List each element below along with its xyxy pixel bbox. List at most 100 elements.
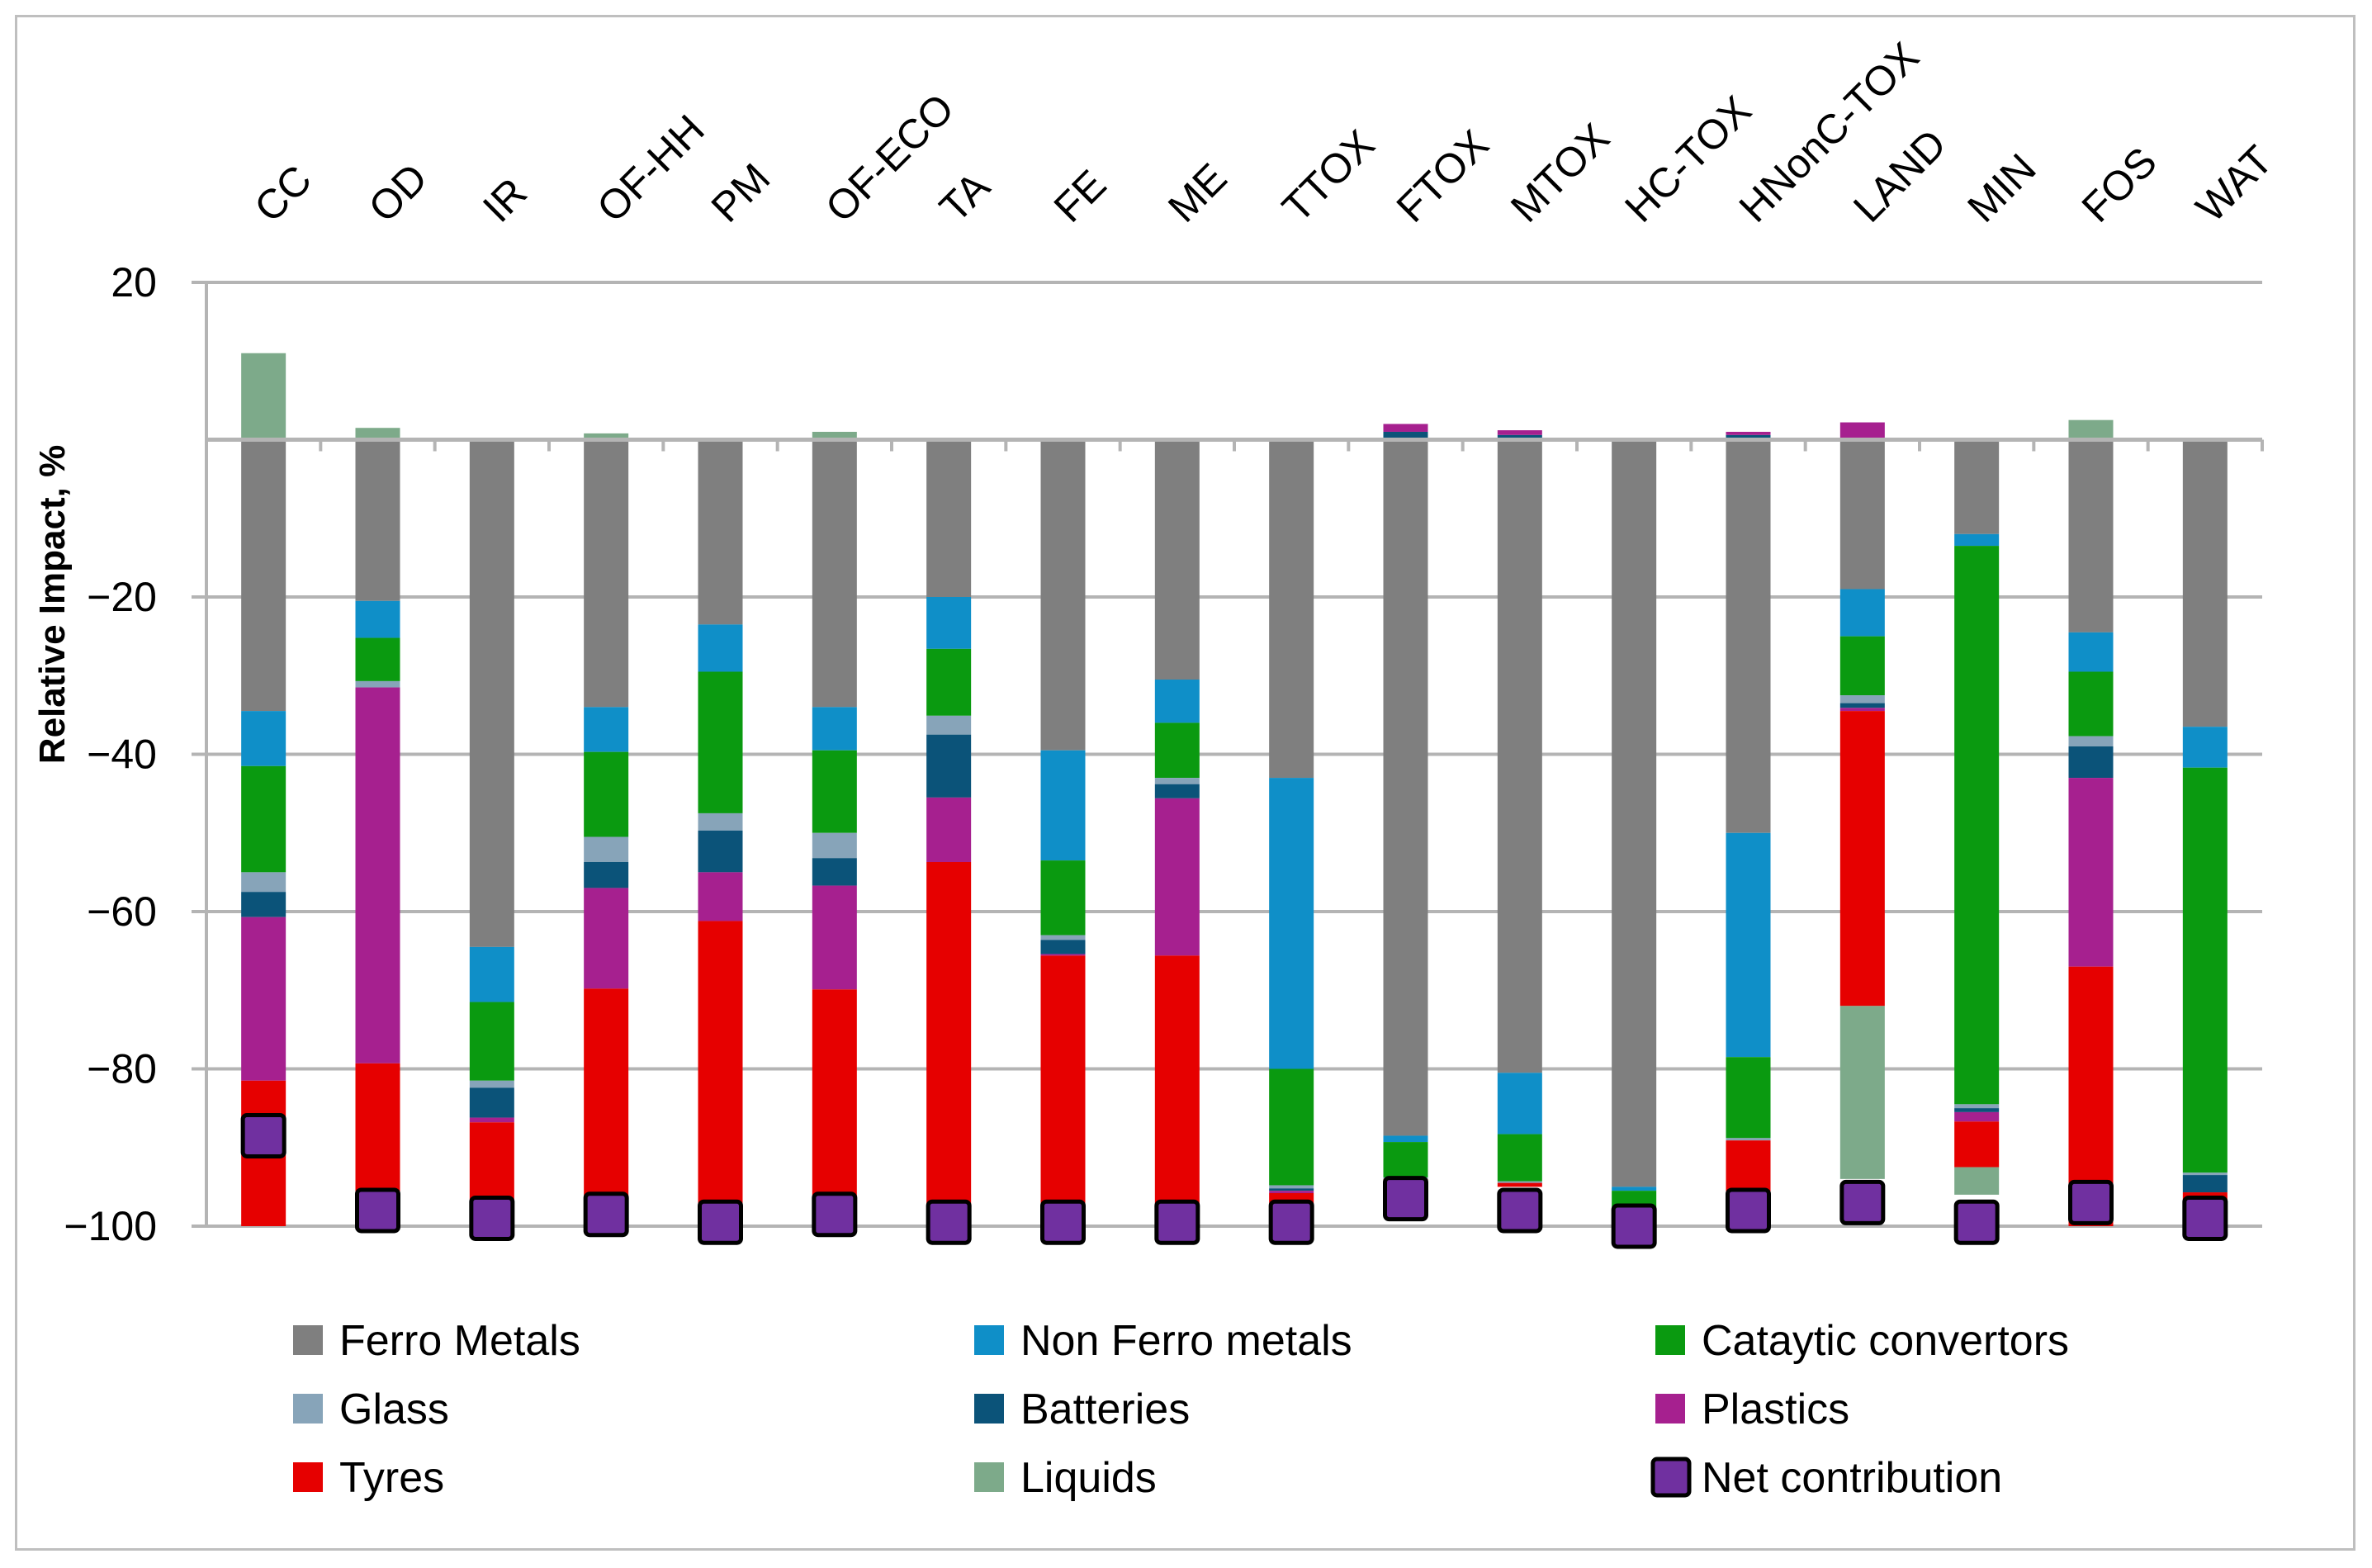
net-contribution-marker <box>1726 1187 1771 1234</box>
bar-segment <box>584 439 629 708</box>
bar-segment <box>2182 767 2228 1173</box>
bar-segment <box>2182 727 2228 768</box>
bar-segment <box>584 861 629 888</box>
bar-segment <box>2068 439 2114 632</box>
net-contribution-marker <box>1154 1199 1200 1245</box>
bar-segment <box>926 439 972 597</box>
bar-segment <box>1954 1167 2000 1195</box>
legend-label: Net contribution <box>1702 1454 2002 1502</box>
net-contribution-marker <box>2068 1179 2114 1225</box>
legend-item: Batteries <box>974 1386 1190 1433</box>
bar-segment <box>1954 1111 2000 1122</box>
bar-segment <box>926 734 972 798</box>
bar-segment <box>1839 589 1885 637</box>
legend-item: Ferro Metals <box>293 1317 580 1365</box>
legend-swatch <box>1650 1457 1692 1498</box>
net-contribution-marker <box>2182 1195 2228 1241</box>
bar-segment <box>1954 1108 2000 1112</box>
category-label: IR <box>474 169 536 231</box>
bar-segment <box>241 872 286 893</box>
bar-segment <box>1839 695 1885 703</box>
bar-segment <box>926 648 972 716</box>
bar-segment <box>812 858 857 886</box>
bar-segment <box>1383 431 1428 440</box>
bar-segment <box>1269 1191 1314 1193</box>
bar-segment <box>1497 1073 1542 1135</box>
bar-segment <box>1040 955 1086 1226</box>
bar-segment <box>812 439 857 708</box>
bar-segment <box>926 715 972 735</box>
bar-segment <box>812 832 857 859</box>
category-label: CC <box>245 156 320 231</box>
bar-segment <box>812 431 857 440</box>
bar-segment <box>469 439 514 947</box>
category-label: MTOX <box>1502 115 1618 231</box>
y-tick-label: −100 <box>64 1203 157 1249</box>
bar-segment <box>1612 439 1657 1187</box>
bar-stacks <box>241 353 2228 1228</box>
net-contribution-marker <box>698 1199 743 1245</box>
net-contribution-marker <box>583 1191 629 1238</box>
bar-segment <box>926 797 972 862</box>
legend-item: Cataytic convertors <box>1655 1317 2069 1365</box>
net-contribution-markers <box>240 1112 2228 1249</box>
bar-segment <box>1154 439 1200 680</box>
bar-segment <box>698 439 743 625</box>
net-contribution-marker <box>1040 1199 1086 1245</box>
bar-segment <box>698 830 743 873</box>
bar-segment <box>584 836 629 862</box>
bar-segment <box>1726 1138 1771 1141</box>
y-tick-label: −80 <box>87 1046 157 1092</box>
category-label: TTOX <box>1273 121 1383 231</box>
bar-segment <box>1269 439 1314 779</box>
legend-label: Tyres <box>339 1454 444 1502</box>
bar-segment <box>812 750 857 833</box>
bar-segment <box>1154 784 1200 798</box>
bar-segment <box>926 597 972 649</box>
bar-segment <box>1497 430 1542 435</box>
bar-segment <box>698 872 743 921</box>
bar-segment <box>1839 636 1885 696</box>
gridlines <box>206 281 2262 1228</box>
bar-segment <box>1383 439 1428 1136</box>
bar-segment <box>469 1122 514 1206</box>
bar-segment <box>1040 860 1086 936</box>
legend-swatch <box>974 1394 1004 1424</box>
bar-segment <box>812 707 857 751</box>
legend-item: Glass <box>293 1386 449 1433</box>
bar-segment <box>1154 778 1200 784</box>
bar-segment <box>698 921 743 1226</box>
legend-swatch <box>974 1462 1004 1492</box>
bar-segment <box>241 917 286 1081</box>
bar-segment <box>1839 711 1885 1007</box>
bar-segment <box>1726 439 1771 833</box>
category-label: ME <box>1159 154 1236 231</box>
legend-swatch <box>974 1325 1004 1355</box>
legend-item: Liquids <box>974 1454 1157 1502</box>
bar-segment <box>698 624 743 672</box>
bar-segment <box>1954 533 2000 547</box>
bar-segment <box>355 637 400 681</box>
bar-segment <box>1040 750 1086 861</box>
bar-segment <box>1726 1140 1771 1195</box>
bar-segment <box>1954 546 2000 1105</box>
bar-segment <box>812 989 857 1226</box>
bar-segment <box>1269 1188 1314 1191</box>
bar-segment <box>584 988 629 1226</box>
bar-segment <box>469 1002 514 1081</box>
legend: Ferro Metals Non Ferro metals Cataytic con… <box>293 1317 2069 1502</box>
category-label: FE <box>1045 161 1115 231</box>
bar-segment <box>2068 419 2114 440</box>
bar-segment <box>1839 422 1885 440</box>
category-label: LAND <box>1844 121 1955 231</box>
bar-segment <box>584 707 629 752</box>
bar-segment <box>469 1117 514 1123</box>
legend-item: Tyres <box>293 1454 444 1502</box>
bar-segment <box>1154 680 1200 723</box>
bar-segment <box>1839 1006 1885 1179</box>
net-contribution-marker <box>355 1187 400 1234</box>
bar-segment <box>2068 671 2114 737</box>
bar-segment <box>1497 1134 1542 1182</box>
category-label: OD <box>360 154 437 231</box>
bar-segment <box>1497 1181 1542 1183</box>
